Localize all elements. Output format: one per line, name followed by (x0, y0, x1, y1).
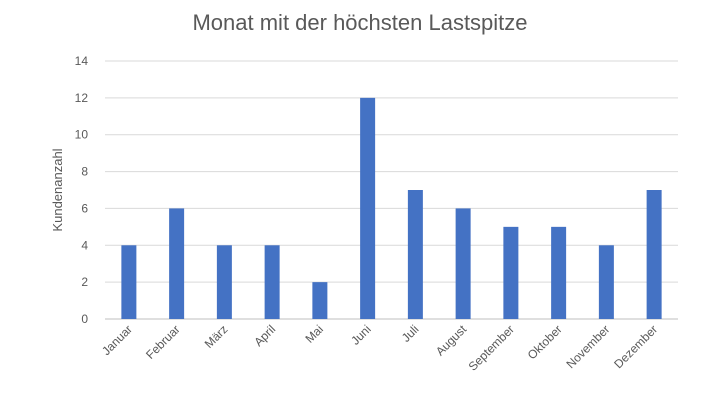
chart-title: Monat mit der höchsten Lastspitze (192, 10, 527, 35)
x-tick-label: November (563, 322, 612, 371)
x-tick-label: April (251, 322, 278, 349)
bar-oktober (551, 226, 567, 319)
y-axis-label: Kundenanzahl (50, 148, 65, 231)
x-tick-label: Februar (143, 322, 183, 362)
bar-mai (312, 282, 328, 319)
bar-juni (360, 97, 376, 319)
bar-november (598, 245, 614, 319)
y-axis-ticks: 0 2 4 6 8 10 12 14 (75, 54, 89, 326)
bar-januar (121, 245, 137, 319)
y-tick-label: 8 (81, 165, 88, 179)
x-tick-label: Juli (399, 322, 422, 345)
bar-februar (169, 208, 185, 319)
y-tick-label: 6 (81, 201, 88, 215)
bar-juli (407, 190, 423, 319)
bar-september (503, 226, 519, 319)
x-tick-label: Januar (99, 322, 135, 358)
y-tick-label: 14 (75, 54, 89, 68)
x-tick-label: Oktober (525, 322, 565, 362)
x-tick-label: Juni (348, 322, 373, 347)
y-tick-label: 12 (75, 91, 89, 105)
bar-august (455, 208, 471, 319)
y-tick-label: 10 (75, 128, 89, 142)
y-tick-label: 0 (81, 312, 88, 326)
bars (121, 97, 662, 319)
gridlines (105, 60, 678, 320)
x-tick-label: Dezember (611, 322, 660, 371)
x-tick-label: Mai (302, 322, 326, 346)
x-axis-ticks: Januar Februar März April Mai Juni Juli AugustS… (99, 322, 660, 374)
bar-märz (216, 245, 232, 319)
x-tick-label: März (202, 322, 231, 351)
x-tick-label: August (433, 322, 470, 359)
bar-april (264, 245, 280, 319)
y-tick-label: 4 (81, 238, 88, 252)
bar-dezember (646, 190, 662, 319)
x-tick-label: September (466, 322, 517, 373)
y-tick-label: 2 (81, 275, 88, 289)
